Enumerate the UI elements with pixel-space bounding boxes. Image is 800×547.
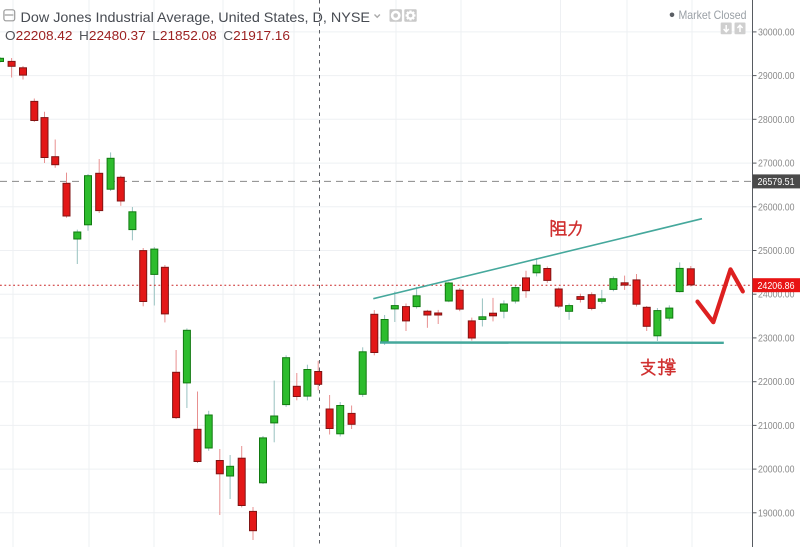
svg-text:Market Closed: Market Closed bbox=[679, 9, 747, 22]
svg-text:20000.00: 20000.00 bbox=[758, 465, 795, 476]
svg-text:23000.00: 23000.00 bbox=[758, 333, 795, 344]
svg-text:30000.00: 30000.00 bbox=[758, 27, 795, 38]
svg-text:29000.00: 29000.00 bbox=[758, 71, 795, 82]
svg-text:O22208.42 H22480.37 L21852.0: O22208.42 H22480.37 L21852.08 C21917.16 bbox=[5, 28, 290, 43]
svg-text:Dow Jones Industrial Average,: Dow Jones Industrial Average, United Sta… bbox=[21, 9, 371, 25]
svg-text:27000.00: 27000.00 bbox=[758, 159, 795, 170]
svg-text:22000.00: 22000.00 bbox=[758, 377, 795, 388]
svg-text:26000.00: 26000.00 bbox=[758, 202, 795, 213]
svg-text:26579.51: 26579.51 bbox=[758, 176, 795, 188]
svg-text:25000.00: 25000.00 bbox=[758, 246, 795, 257]
svg-text:24206.86: 24206.86 bbox=[758, 280, 795, 292]
svg-text:21000.00: 21000.00 bbox=[758, 421, 795, 432]
svg-text:19000.00: 19000.00 bbox=[758, 508, 795, 519]
svg-text:28000.00: 28000.00 bbox=[758, 115, 795, 126]
svg-text:24000.00: 24000.00 bbox=[758, 290, 795, 301]
